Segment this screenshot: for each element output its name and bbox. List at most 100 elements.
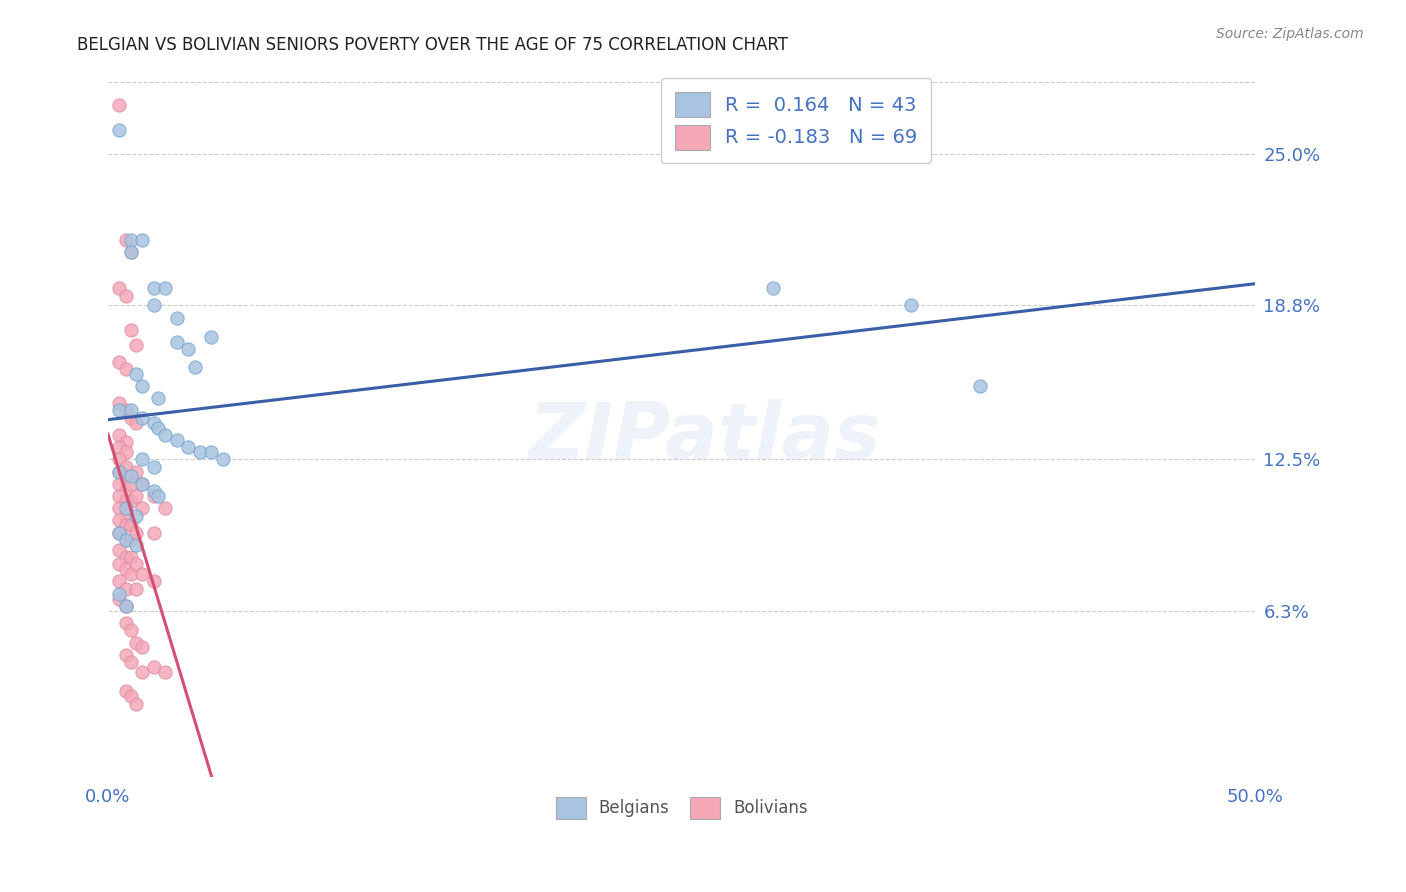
Point (115, 445, 138, 459)
Point (115, 599, 138, 613)
Point (120, 533, 142, 547)
Point (200, 330, 222, 344)
Point (108, 465, 131, 479)
Point (124, 558, 146, 572)
Point (131, 476, 153, 491)
Point (142, 484, 165, 499)
Point (166, 433, 188, 447)
Point (120, 232, 142, 246)
Point (200, 445, 222, 459)
Legend: Belgians, Bolivians: Belgians, Bolivians (548, 790, 814, 825)
Point (115, 615, 138, 630)
Point (124, 337, 146, 351)
Point (142, 489, 165, 503)
Point (142, 298, 165, 312)
Point (108, 122, 131, 136)
Point (108, 476, 131, 491)
Point (155, 665, 177, 679)
Point (124, 416, 146, 430)
Point (124, 538, 146, 552)
Point (108, 428, 131, 442)
Point (108, 354, 131, 368)
Point (124, 465, 146, 479)
Point (108, 396, 131, 410)
Point (115, 435, 138, 450)
Point (131, 665, 153, 679)
Text: BELGIAN VS BOLIVIAN SENIORS POVERTY OVER THE AGE OF 75 CORRELATION CHART: BELGIAN VS BOLIVIAN SENIORS POVERTY OVER… (77, 36, 789, 54)
Point (115, 493, 138, 508)
Point (142, 574, 165, 589)
Point (148, 420, 170, 434)
Point (124, 525, 146, 540)
Point (120, 567, 142, 582)
Point (115, 562, 138, 576)
Point (115, 459, 138, 474)
Point (166, 335, 188, 350)
Point (120, 244, 142, 259)
Point (115, 288, 138, 302)
Point (120, 549, 142, 564)
Point (131, 379, 153, 393)
Point (108, 591, 131, 606)
Point (108, 403, 131, 417)
Point (108, 501, 131, 516)
Point (177, 343, 200, 357)
Point (108, 542, 131, 557)
Point (131, 410, 153, 425)
Point (120, 476, 142, 491)
Point (124, 508, 146, 523)
Point (762, 281, 785, 295)
Point (115, 518, 138, 533)
Point (131, 232, 153, 246)
Point (900, 298, 922, 312)
Point (115, 469, 138, 483)
Point (124, 582, 146, 596)
Point (120, 655, 142, 669)
Point (115, 684, 138, 698)
Point (108, 440, 131, 454)
Point (108, 452, 131, 467)
Point (184, 359, 207, 374)
Point (120, 518, 142, 533)
Point (177, 440, 200, 454)
Point (108, 587, 131, 601)
Point (108, 558, 131, 572)
Point (120, 244, 142, 259)
Text: ZIPatlas: ZIPatlas (529, 399, 880, 475)
Text: Source: ZipAtlas.com: Source: ZipAtlas.com (1216, 27, 1364, 41)
Point (115, 582, 138, 596)
Point (115, 533, 138, 547)
Point (115, 362, 138, 376)
Point (155, 281, 177, 295)
Point (148, 489, 170, 503)
Point (120, 690, 142, 704)
Point (155, 501, 177, 516)
Point (124, 697, 146, 711)
Point (120, 624, 142, 638)
Point (108, 525, 131, 540)
Point (142, 459, 165, 474)
Point (115, 508, 138, 523)
Point (120, 403, 142, 417)
Point (115, 599, 138, 613)
Point (108, 465, 131, 479)
Point (108, 489, 131, 503)
Point (969, 379, 991, 393)
Point (108, 281, 131, 295)
Point (131, 476, 153, 491)
Point (108, 525, 131, 540)
Point (131, 640, 153, 655)
Point (120, 469, 142, 483)
Point (131, 567, 153, 582)
Point (108, 98, 131, 112)
Point (115, 648, 138, 662)
Point (142, 660, 165, 674)
Point (142, 281, 165, 295)
Point (120, 410, 142, 425)
Point (142, 416, 165, 430)
Point (131, 501, 153, 516)
Point (115, 549, 138, 564)
Point (120, 493, 142, 508)
Point (211, 452, 233, 467)
Point (115, 501, 138, 516)
